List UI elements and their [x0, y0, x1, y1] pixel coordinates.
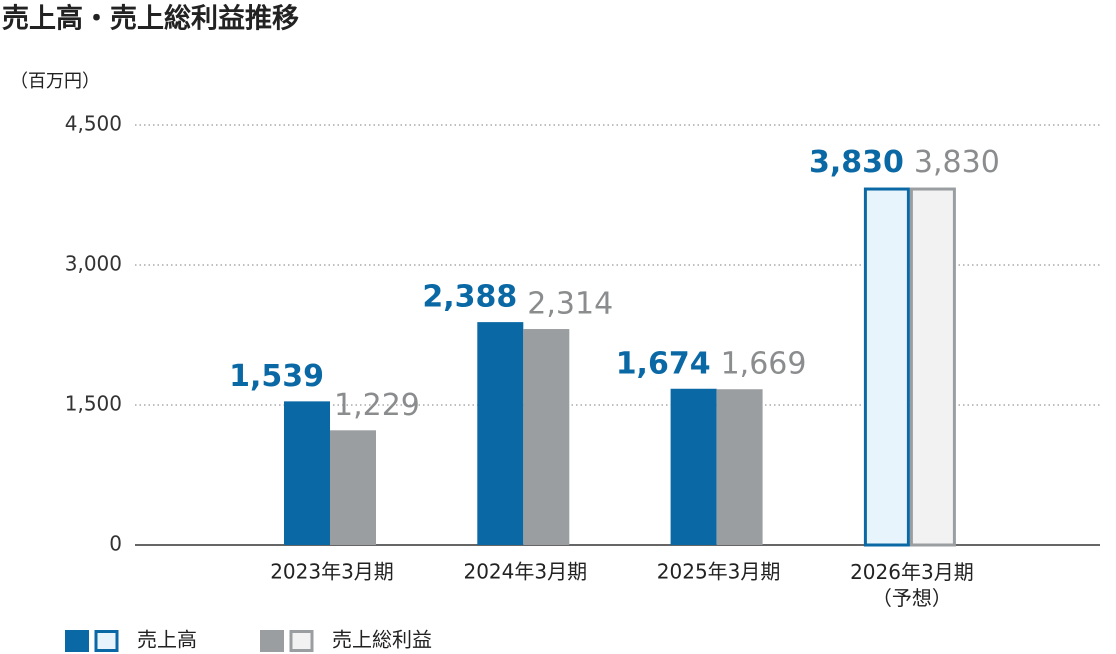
- bar: [523, 329, 570, 545]
- y-tick-label: 4,500: [65, 112, 122, 136]
- bar: [284, 401, 330, 545]
- chart-title: 売上高・売上総利益推移: [2, 3, 299, 35]
- bar: [716, 389, 763, 545]
- legend-label: 売上総利益: [332, 628, 432, 652]
- bar: [863, 187, 910, 547]
- bar: [909, 187, 956, 547]
- value-label: 1,669: [721, 347, 807, 382]
- legend-swatch-forecast: [94, 630, 119, 652]
- x-tick-label: 2024年3月期: [463, 560, 587, 584]
- x-tick-label: 2025年3月期: [657, 560, 781, 584]
- legend-label: 売上高: [137, 628, 197, 652]
- value-label: 3,830: [809, 145, 904, 180]
- x-tick-label: 2023年3月期: [270, 560, 394, 584]
- value-label: 1,229: [334, 388, 420, 423]
- y-tick-label: 1,500: [65, 392, 122, 416]
- bar: [330, 430, 376, 545]
- y-axis-label: （百万円）: [10, 71, 100, 92]
- bar: [670, 388, 717, 545]
- y-tick-label: 3,000: [65, 252, 122, 276]
- legend-swatch: [65, 630, 89, 652]
- value-label: 1,674: [616, 346, 711, 381]
- value-label: 3,830: [914, 145, 1000, 180]
- legend-swatch: [260, 630, 284, 652]
- legend-swatch-forecast: [289, 630, 314, 652]
- value-label: 2,314: [527, 287, 613, 322]
- value-label: 1,539: [229, 359, 324, 394]
- x-tick-label: 2026年3月期（予想）: [850, 560, 974, 610]
- y-tick-label: 0: [109, 532, 122, 556]
- bar: [477, 322, 524, 545]
- value-label: 2,388: [422, 280, 517, 315]
